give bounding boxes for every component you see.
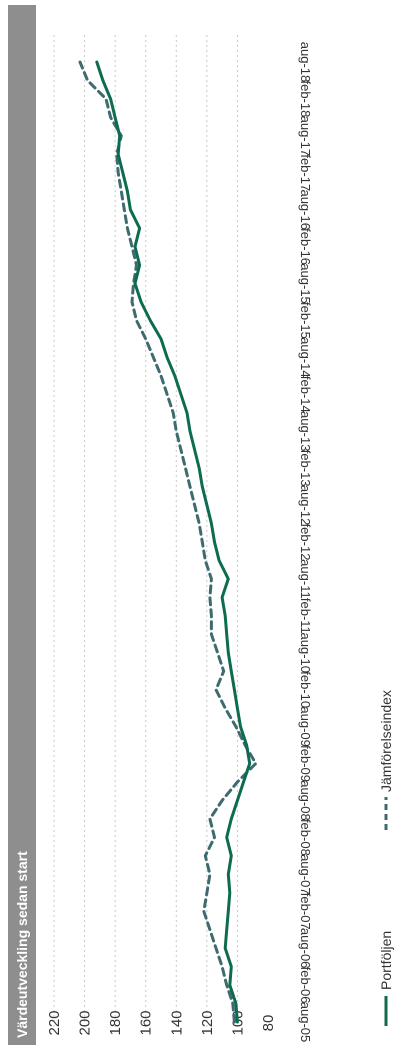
x-tick-label: feb-07 xyxy=(298,893,313,930)
series-line-portfoljen xyxy=(95,60,252,1024)
x-tick-label: feb-14 xyxy=(298,376,313,413)
x-tick-label: feb-11 xyxy=(298,598,313,634)
x-tick-label: aug-14 xyxy=(298,337,313,377)
x-tick-label: feb-13 xyxy=(298,450,313,487)
x-tick-label: aug-18 xyxy=(298,42,313,82)
y-tick-label: 180 xyxy=(107,1010,124,1035)
x-tick-label: aug-12 xyxy=(298,485,313,525)
x-tick-label: feb-16 xyxy=(298,228,313,265)
y-tick-label: 220 xyxy=(46,1010,63,1035)
x-tick-label: aug-08 xyxy=(298,780,313,820)
x-tick-label: aug-05 xyxy=(298,1002,313,1042)
x-tick-label: aug-11 xyxy=(298,559,313,599)
series-lines xyxy=(78,60,258,1024)
x-tick-label: feb-09 xyxy=(298,745,313,782)
x-tick-label: feb-06 xyxy=(298,967,313,1004)
y-tick-label: 80 xyxy=(260,1015,277,1032)
y-tick-labels: 220 200 180 160 140 120 100 80 xyxy=(46,1010,277,1035)
legend-label-jamforelseindex: Jämförelseindex xyxy=(378,690,394,792)
legend: Portföljen Jämförelseindex xyxy=(378,690,394,1026)
x-tick-label: aug-10 xyxy=(298,633,313,673)
x-tick-label: aug-09 xyxy=(298,706,313,746)
y-tick-label: 200 xyxy=(77,1010,94,1035)
x-tick-label: feb-15 xyxy=(298,302,313,339)
title-bar xyxy=(8,5,36,1045)
x-tick-labels: aug-05feb-06aug-06feb-07aug-07feb-08aug-… xyxy=(298,42,313,1042)
x-tick-label: feb-18 xyxy=(298,80,313,117)
x-tick-label: aug-06 xyxy=(298,928,313,968)
x-tick-label: feb-12 xyxy=(298,524,313,561)
chart-title: Värdeutveckling sedan start xyxy=(14,851,30,1038)
x-tick-label: feb-10 xyxy=(298,671,313,708)
y-tick-label: 160 xyxy=(138,1010,155,1035)
x-tick-label: aug-07 xyxy=(298,854,313,894)
y-tick-label: 120 xyxy=(199,1010,216,1035)
gridlines xyxy=(53,35,238,1030)
y-tick-label: 140 xyxy=(168,1010,185,1035)
series-line-jamforelseindex xyxy=(78,60,258,1024)
x-tick-label: aug-17 xyxy=(298,116,313,156)
x-tick-label: aug-13 xyxy=(298,411,313,451)
x-tick-label: aug-15 xyxy=(298,263,313,303)
x-tick-label: aug-16 xyxy=(298,189,313,229)
x-tick-label: feb-08 xyxy=(298,819,313,856)
x-tick-label: feb-17 xyxy=(298,154,313,191)
legend-label-portfoljen: Portföljen xyxy=(378,931,394,990)
